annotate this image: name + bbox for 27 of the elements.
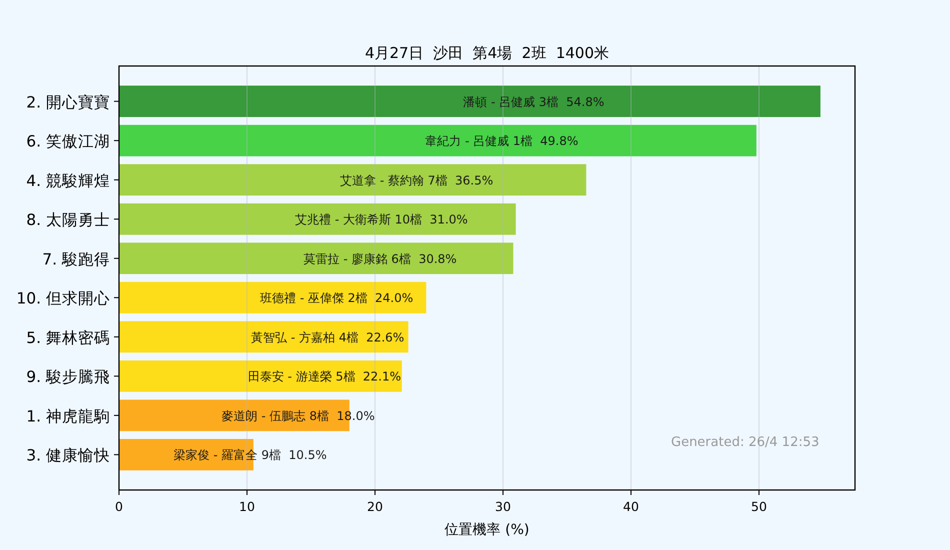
y-tick-label: 6. 笑傲江湖: [26, 132, 110, 151]
y-tick-label: 10. 但求開心: [16, 290, 110, 308]
x-tick-label: 40: [623, 499, 639, 514]
y-tick-label: 2. 開心寶寶: [26, 93, 110, 112]
y-tick-label: 3. 健康愉快: [26, 446, 110, 465]
x-tick-label: 10: [239, 499, 255, 514]
annotation: Generated: 26/4 12:53: [671, 435, 820, 450]
data-label: 艾兆禮 - 大衛希斯 10檔 31.0%: [295, 212, 468, 227]
data-label: 田泰安 - 游達榮 5檔 22.1%: [248, 370, 402, 384]
data-label: 黃智弘 - 方嘉柏 4檔 22.6%: [251, 330, 404, 344]
y-tick-label: 9. 駿步騰飛: [26, 368, 110, 386]
data-label: 班德禮 - 巫偉傑 2檔 24.0%: [260, 291, 414, 306]
chart-title: 4月27日 沙田 第4場 2班 1400米: [364, 44, 610, 62]
x-tick-label: 20: [367, 499, 383, 514]
x-tick-label: 50: [751, 499, 767, 514]
x-tick-label: 0: [115, 499, 124, 514]
y-tick-label: 5. 舞林密碼: [26, 328, 110, 347]
y-tick-label: 1. 神虎龍駒: [26, 407, 110, 426]
data-label: 韋紀力 - 呂健威 1檔 49.8%: [425, 134, 578, 148]
y-tick-label: 8. 太陽勇士: [26, 211, 110, 230]
y-tick-label: 7. 駿跑得: [42, 250, 110, 268]
x-axis-title: 位置機率 (%): [444, 522, 530, 538]
data-label: 潘頓 - 呂健威 3檔 54.8%: [463, 94, 604, 109]
y-tick-label: 4. 競駿輝煌: [26, 172, 110, 190]
x-tick-label: 30: [495, 499, 511, 514]
data-label: 艾道拿 - 蔡約翰 7檔 36.5%: [340, 173, 494, 188]
data-label: 莫雷拉 - 廖康銘 6檔 30.8%: [304, 252, 457, 266]
